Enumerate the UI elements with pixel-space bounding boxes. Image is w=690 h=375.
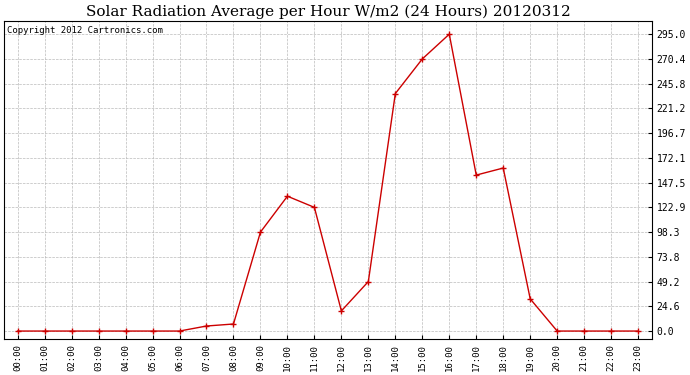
Title: Solar Radiation Average per Hour W/m2 (24 Hours) 20120312: Solar Radiation Average per Hour W/m2 (2… <box>86 4 570 18</box>
Text: Copyright 2012 Cartronics.com: Copyright 2012 Cartronics.com <box>8 26 164 35</box>
